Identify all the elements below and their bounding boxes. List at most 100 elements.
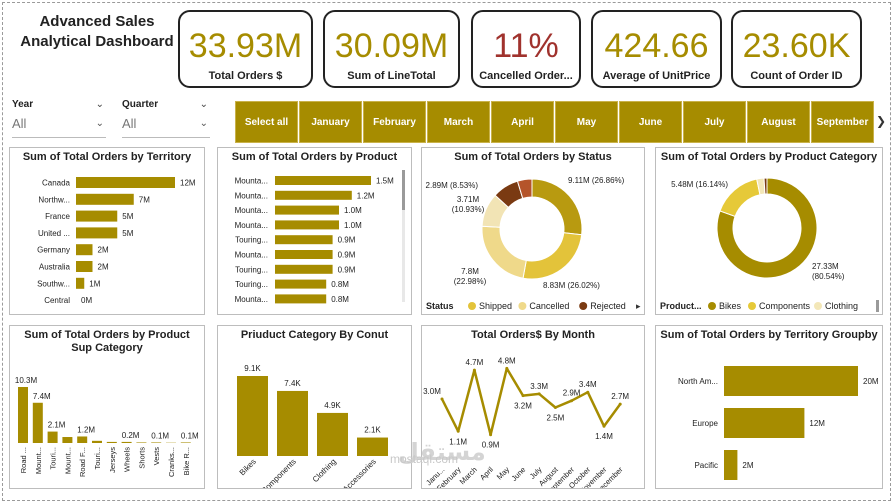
bar [275,190,352,200]
data-label: 8.83M (26.02%) [543,281,600,290]
kpi-label: Average of UnitPrice [602,70,711,82]
dashboard-title: Advanced Sales Analytical Dashboard [20,13,174,50]
legend-item: Shipped [479,301,512,311]
kpi-cancelled-orders[interactable]: 11% Cancelled Order... [471,10,581,88]
legend-item: Components [759,301,811,311]
month-slicer: Select all January February March April … [235,101,875,143]
scrollbar-thumb [876,300,879,312]
month-button-july[interactable]: July [683,101,746,143]
month-button-september[interactable]: September [811,101,874,143]
bar [32,402,43,443]
legend-item: Clothing [825,301,858,311]
bar [275,279,327,289]
month-button-may[interactable]: May [555,101,618,143]
month-button-select-all[interactable]: Select all [235,101,298,143]
category-label: Shorts [137,447,146,469]
data-label: 0.9M [338,251,356,260]
category-label: Road F... [78,447,87,477]
year-dropdown[interactable]: All ⌄ [12,116,106,138]
category-label: Touring... [235,265,268,274]
data-label: 1.5M [376,177,394,186]
legend-item: Cancelled [529,301,569,311]
chevron-down-icon: ⌄ [95,118,104,129]
data-point [505,366,509,370]
kpi-label: Total Orders $ [208,70,283,82]
month-button-june[interactable]: June [619,101,682,143]
kpi-total-orders[interactable]: 33.93M Total Orders $ [178,10,313,88]
bar [47,431,58,443]
data-label: 0.2M [122,431,140,440]
bar [76,177,175,188]
category-label: Components [259,457,297,488]
bar [277,390,308,456]
quarter-dropdown[interactable]: All ⌄ [122,116,210,138]
bar [76,261,93,272]
count-chart-card[interactable]: Priuduct Category By Conut 9.1K Bikes 7.4K… [217,325,412,495]
data-label: 0.1M [151,431,169,440]
donut-slice [481,225,527,279]
donut-slice [516,178,533,200]
data-label: 5.48M (16.14%) [671,180,728,189]
month-button-april[interactable]: April [491,101,554,143]
bar [275,250,333,259]
month-button-march[interactable]: March [427,101,490,143]
data-point [553,406,557,409]
category-label: May [495,465,512,482]
data-point [570,399,574,403]
data-label: 12M [180,179,196,188]
month-button-february[interactable]: February [363,101,426,143]
quarter-slicer[interactable]: Quarter ⌄ All ⌄ [122,99,210,138]
data-label: 27.33M [812,262,839,271]
chevron-down-icon[interactable]: ⌄ [95,99,104,110]
year-dropdown-value: All [12,116,27,131]
category-label: Mounta... [235,177,268,186]
data-label: 0.1M [181,431,199,440]
month-button-january[interactable]: January [299,101,362,143]
data-label: 1.0M [344,206,362,215]
month-chart-card[interactable]: Total Orders$ By Month 3.0M Janu... 1.1M Fe… [421,325,645,497]
chevron-down-icon[interactable]: ⌄ [199,99,208,110]
category-label: Mounta... [235,191,268,200]
kpi-count-order-id[interactable]: 23.60K Count of Order ID [731,10,862,88]
category-chart-card[interactable]: Sum of Total Orders by Product Category … [655,147,883,315]
category-label: Australia [39,263,71,272]
category-label: Touring... [235,236,268,245]
category-label: France [45,212,70,221]
legend-marker [708,302,716,310]
slicer-label: Quarter [122,99,159,110]
data-point [586,390,590,394]
month-button-august[interactable]: August [747,101,810,143]
groupby-bar-chart: North Am... 20M Europe 12M Pacific 2M [678,366,879,480]
data-label: 2.89M (8.53%) [426,181,479,190]
chevron-right-icon[interactable]: ❯ [876,114,887,128]
category-label: Jerseys [108,447,117,473]
status-chart-card[interactable]: Sum of Total Orders by Status 9.11M (26.… [421,147,645,315]
bar [275,294,327,304]
subcategory-bar-chart: 10.3M Road ... 7.4M Mount... 2.1M Touri... Mou… [15,376,199,477]
bar [151,442,162,443]
data-label: 0.8M [331,280,349,289]
data-label: 0.9M [482,441,500,450]
category-label: Vests [152,447,161,466]
chart-title: Sum of Total Orders by Product [231,151,398,163]
groupby-chart-card[interactable]: Sum of Total Orders by Territory Groupby… [655,325,883,489]
product-chart-card[interactable]: Sum of Total Orders by Product Mounta...… [217,147,412,315]
subcategory-chart-card[interactable]: Sum of Total Orders by Product Sup Categ… [9,325,205,489]
count-bar-chart: 9.1K Bikes 7.4K Components 4.9K Clothing 2.1K A… [237,364,388,495]
territory-chart-card[interactable]: Sum of Total Orders by Territory Canada 1… [9,147,205,315]
category-label: Wheels [123,447,132,472]
scrollbar-thumb [402,170,405,210]
data-label: 7M [139,195,150,204]
year-slicer[interactable]: Year ⌄ All ⌄ [12,99,106,138]
category-label: Central [44,296,70,305]
category-label: Germany [37,246,70,255]
data-label: 9.1K [244,364,261,373]
data-label: 7.8M [461,267,479,276]
data-label: 2.7M [611,392,629,401]
kpi-label: Cancelled Order... [479,70,573,82]
kpi-average-unitprice[interactable]: 424.66 Average of UnitPrice [591,10,722,88]
legend-item: Rejected [590,301,626,311]
bar [76,210,118,222]
kpi-sum-linetotal[interactable]: 30.09M Sum of LineTotal [323,10,460,88]
